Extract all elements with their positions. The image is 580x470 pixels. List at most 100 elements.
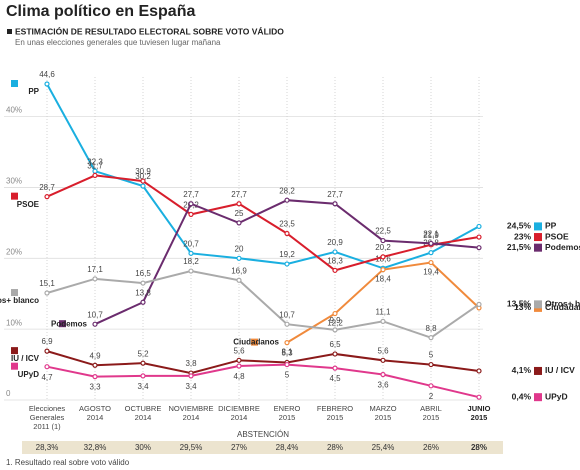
point xyxy=(476,301,482,307)
point xyxy=(44,290,50,296)
note: En unas elecciones generales que tuviese… xyxy=(15,38,221,47)
value-label: 6,5 xyxy=(329,340,341,349)
abstention-value: 32,8% xyxy=(84,443,107,452)
point xyxy=(188,201,194,207)
chart-title: Clima político en España xyxy=(6,3,195,20)
value-label: 11,1 xyxy=(376,307,392,316)
point xyxy=(476,234,482,240)
series-line xyxy=(46,350,480,375)
y-tick-label: 10% xyxy=(6,318,22,327)
start-swatch xyxy=(11,362,18,370)
value-label: 30,9 xyxy=(135,167,151,176)
value-label: 16,9 xyxy=(231,266,247,275)
value-label: 27,7 xyxy=(327,190,343,199)
value-label: 20,2 xyxy=(375,243,391,252)
legend-swatch xyxy=(534,243,542,252)
start-swatch xyxy=(11,289,18,297)
point xyxy=(140,178,146,184)
point xyxy=(428,259,434,266)
legend-label: Ciudadanos xyxy=(545,302,580,312)
series-line xyxy=(46,83,480,270)
point xyxy=(284,321,290,327)
point xyxy=(476,245,482,251)
point xyxy=(284,340,290,346)
point xyxy=(44,348,50,354)
legend-label: UPyD xyxy=(545,391,568,401)
x-tick-label: FEBRERO 2015 xyxy=(316,404,354,422)
value-label: 19,4 xyxy=(423,268,439,277)
point xyxy=(428,361,434,368)
value-label: 20,9 xyxy=(327,238,343,247)
y-tick-label: 0 xyxy=(6,389,11,398)
x-tick-label: OCTUBRE 2014 xyxy=(124,404,162,422)
start-swatch xyxy=(11,192,18,200)
point xyxy=(236,363,242,369)
end-value-label: 4,1% xyxy=(512,365,532,375)
start-swatch xyxy=(59,320,66,328)
value-label: 13,8 xyxy=(135,288,151,297)
point xyxy=(380,237,386,244)
point xyxy=(188,268,194,274)
value-label: 27,7 xyxy=(231,190,247,199)
point xyxy=(428,383,434,389)
series-line xyxy=(46,174,480,272)
abstention-value: 28,4% xyxy=(276,443,299,452)
abstention-value: 28,3% xyxy=(36,443,59,452)
point xyxy=(140,360,146,366)
point xyxy=(44,364,50,370)
y-tick-label: 20% xyxy=(6,247,22,256)
end-value-label: 21,5% xyxy=(507,242,532,252)
value-label: 32,3 xyxy=(87,157,103,166)
value-label: 8,1 xyxy=(281,348,293,357)
x-tick-label: AGOSTO 2014 xyxy=(79,404,111,422)
point xyxy=(476,368,482,374)
point xyxy=(284,230,290,237)
value-label: 12,2 xyxy=(327,319,343,328)
start-label: Ciudadanos xyxy=(233,338,279,347)
x-tick-label: Elecciones Generales 2011 (1) xyxy=(28,404,66,431)
value-label: 19,2 xyxy=(279,250,295,259)
value-label: 28,2 xyxy=(279,186,295,195)
point xyxy=(332,267,338,273)
start-swatch xyxy=(11,347,18,355)
value-label: 23,5 xyxy=(279,220,295,229)
value-label: 18,3 xyxy=(327,256,343,265)
point xyxy=(92,276,98,282)
start-label: UPyD xyxy=(18,370,40,379)
value-label: 44,6 xyxy=(39,70,55,79)
point xyxy=(92,374,98,380)
point xyxy=(476,394,482,400)
point xyxy=(92,172,98,179)
legend-swatch xyxy=(534,233,542,242)
legend-label: Otros+ blanco xyxy=(545,299,580,309)
legend-swatch xyxy=(534,393,542,402)
point xyxy=(428,250,434,256)
y-tick-label: 40% xyxy=(6,106,22,115)
point xyxy=(92,321,98,327)
value-label: 10,7 xyxy=(279,310,295,319)
point xyxy=(380,318,386,324)
bullet xyxy=(7,29,12,34)
legend-label: IU / ICV xyxy=(545,365,575,375)
legend-swatch xyxy=(534,222,542,231)
abstention-value: 27% xyxy=(231,443,247,452)
point xyxy=(332,249,338,255)
x-tick-label: DICIEMBRE 2014 xyxy=(218,404,260,422)
value-label: 16,5 xyxy=(135,269,151,278)
value-label: 8,8 xyxy=(425,324,437,333)
abstention-value: 28% xyxy=(327,443,343,452)
value-label: 10,7 xyxy=(87,310,103,319)
abstention-title: ABSTENCIÓN xyxy=(237,430,289,439)
abstention-value: 25,4% xyxy=(372,443,395,452)
point xyxy=(236,277,242,283)
point xyxy=(188,373,194,379)
start-label: Podemos xyxy=(51,319,88,328)
value-label: 17,1 xyxy=(87,265,103,274)
point xyxy=(332,201,338,207)
x-tick-label: JUNIO 2015 xyxy=(467,404,491,422)
point xyxy=(140,373,146,379)
abstention-band xyxy=(22,441,503,454)
start-label: Otros+ blanco xyxy=(0,296,39,305)
